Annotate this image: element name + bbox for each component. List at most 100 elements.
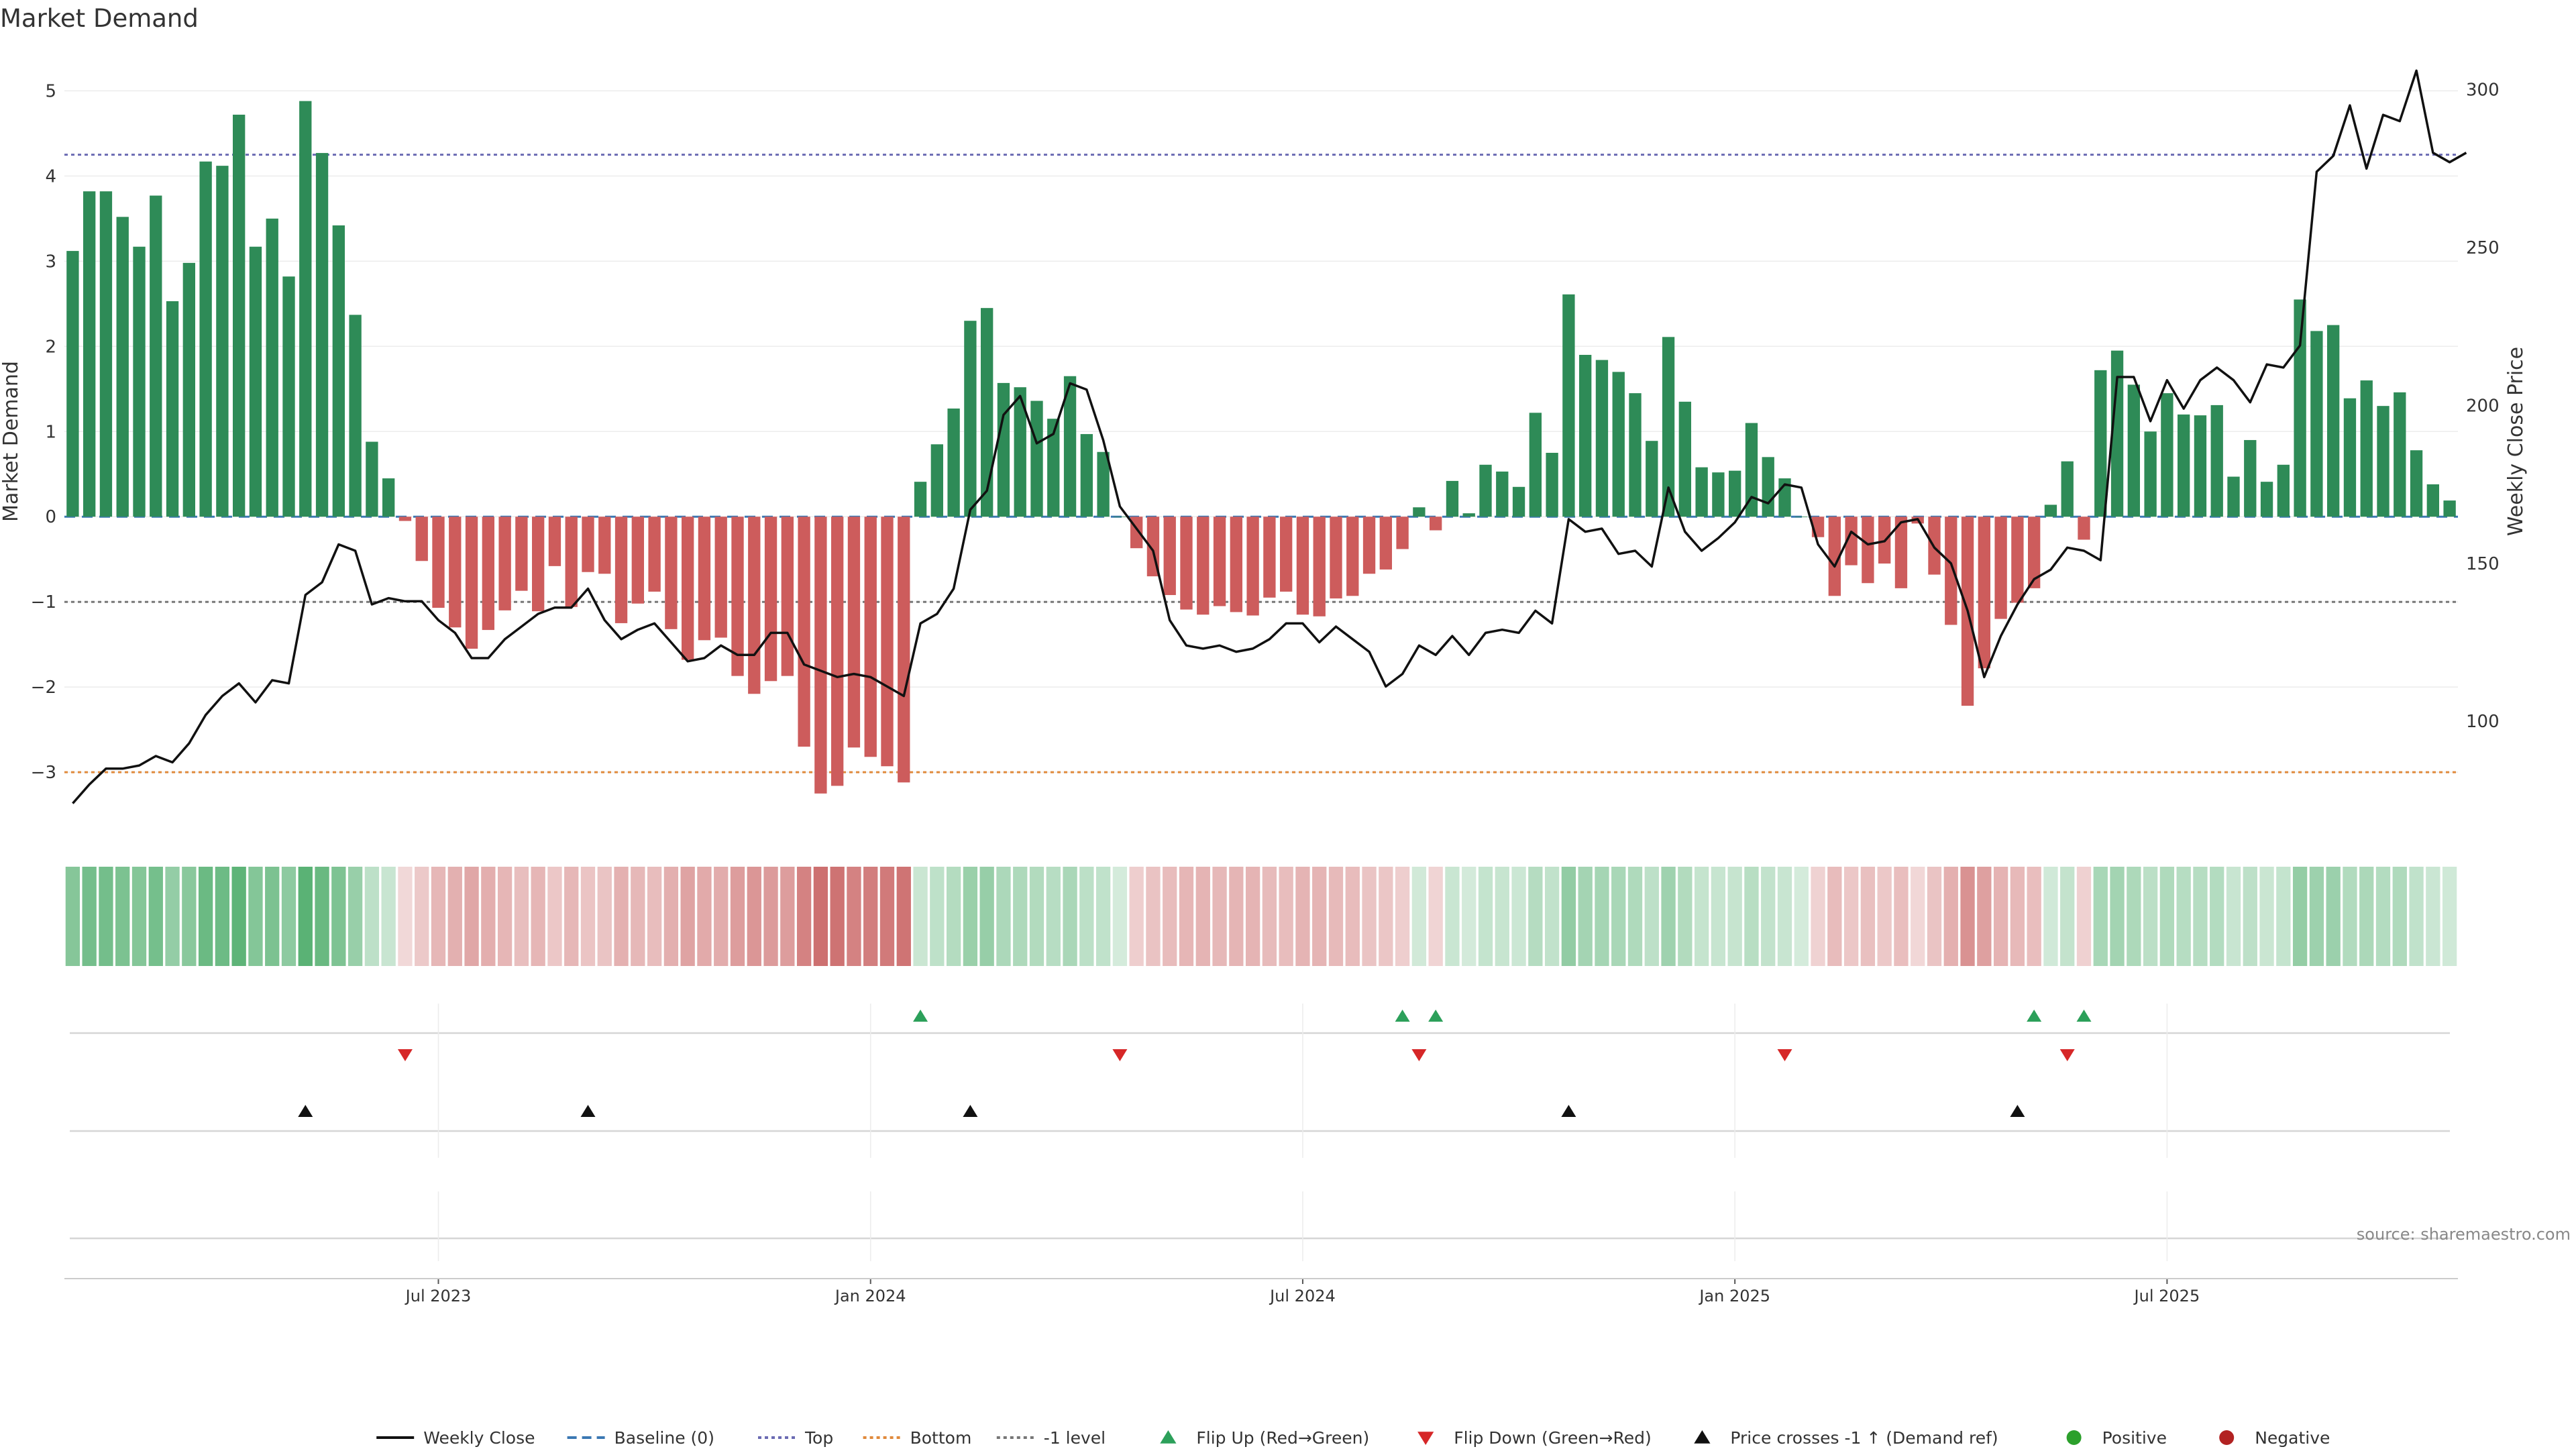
heat-cell (531, 867, 545, 966)
demand-bar (1080, 434, 1093, 517)
heat-cell (631, 867, 645, 966)
heat-cell (347, 867, 363, 966)
heat-cell (1046, 867, 1061, 966)
heat-cell (2442, 867, 2457, 966)
heat-cell (1112, 867, 1128, 966)
legend-swatch (2219, 1430, 2235, 1445)
demand-bar (133, 246, 146, 517)
heat-cell (1977, 867, 1992, 966)
demand-bar (415, 517, 428, 561)
heat-cell (1911, 867, 1925, 966)
heat-cell (497, 867, 513, 966)
heat-cell (415, 867, 429, 966)
reference-lines (64, 154, 2458, 773)
demand-bar (2443, 500, 2456, 517)
heat-cell (2226, 867, 2241, 966)
flip-down-marker (2059, 1049, 2075, 1061)
legend-item: Positive (2066, 1428, 2167, 1448)
demand-bar (1313, 517, 1326, 616)
heat-cell (879, 867, 895, 966)
demand-bar (2011, 517, 2024, 603)
heat-cell (1561, 867, 1576, 966)
demand-bar (1828, 517, 1841, 596)
heat-cell (697, 867, 712, 966)
demand-bar (748, 517, 761, 694)
flip-up-marker (2076, 1010, 2092, 1022)
demand-bar (315, 153, 329, 517)
demand-bar (282, 276, 295, 517)
x-axis: Jul 2023 Jan 2024 Jul 2024 Jan 2025 Jul 2025 (64, 1004, 2458, 1305)
heat-cell (946, 867, 961, 966)
demand-bar (1429, 517, 1442, 531)
heat-cell (680, 867, 695, 966)
heat-cell (996, 867, 1011, 966)
heat-cell (315, 867, 329, 966)
heat-cell (381, 867, 396, 966)
heat-cell (564, 867, 579, 966)
demand-bar (648, 517, 661, 592)
demand-bar (266, 218, 278, 517)
demand-bar (681, 517, 694, 660)
y2-tick-label: 250 (2466, 238, 2500, 258)
heat-cell (663, 867, 679, 966)
heat-cell (148, 867, 163, 966)
demand-bar (698, 517, 711, 641)
heat-cell (431, 867, 446, 966)
heat-cell (364, 867, 380, 966)
heat-cell (963, 867, 978, 966)
heat-cell (1528, 867, 1543, 966)
demand-bar (631, 517, 645, 604)
heat-cell (2093, 867, 2108, 966)
demand-bar (349, 315, 362, 517)
price-cross-marker (580, 1105, 596, 1117)
demand-bar (881, 517, 894, 767)
demand-bar (1945, 517, 1957, 625)
heat-cell (747, 867, 761, 966)
heat-cell (298, 867, 313, 966)
demand-bar (232, 114, 246, 517)
heat-cell (2010, 867, 2025, 966)
heat-cell (1860, 867, 1876, 966)
y-axis-label: Market Demand (0, 361, 23, 522)
demand-bar (2410, 450, 2423, 517)
demand-bar (1014, 387, 1026, 517)
demand-bar (182, 262, 196, 517)
heat-cell (198, 867, 213, 966)
demand-bar (2426, 484, 2440, 517)
legend-swatch (2066, 1430, 2082, 1445)
heat-cell (1595, 867, 1609, 966)
demand-bar (1163, 517, 1176, 596)
demand-bar (83, 191, 96, 517)
demand-bar (2144, 431, 2157, 517)
y-tick-label: −3 (31, 763, 56, 783)
demand-bar (1646, 441, 1658, 517)
heat-cell (1312, 867, 1327, 966)
demand-bar (798, 517, 810, 747)
y2-tick-label: 200 (2466, 396, 2500, 416)
heat-cell (1661, 867, 1676, 966)
heat-cell (182, 867, 197, 966)
heat-cell (2127, 867, 2141, 966)
heat-cell (1445, 867, 1460, 966)
heat-cell (1644, 867, 1659, 966)
heat-cell (2392, 867, 2407, 966)
heat-cell (780, 867, 795, 966)
heat-cell (2343, 867, 2357, 966)
demand-bar (1629, 393, 1642, 517)
heat-cell (82, 867, 97, 966)
demand-bar (2094, 370, 2107, 517)
heat-cell (265, 867, 280, 966)
legend-swatch (1160, 1430, 1177, 1444)
demand-bar (1330, 517, 1342, 599)
demand-bar (99, 191, 113, 517)
demand-bar (199, 161, 212, 517)
heat-cell (1843, 867, 1859, 966)
heat-cell (1279, 867, 1293, 966)
legend-label: Baseline (0) (614, 1428, 714, 1448)
demand-bar (1578, 354, 1592, 517)
heat-cell (1678, 867, 1693, 966)
demand-bar (1978, 517, 1991, 669)
demand-bar (216, 166, 229, 517)
demand-bar (2360, 380, 2373, 517)
x-tick-label: Jul 2024 (1269, 1287, 1336, 1305)
